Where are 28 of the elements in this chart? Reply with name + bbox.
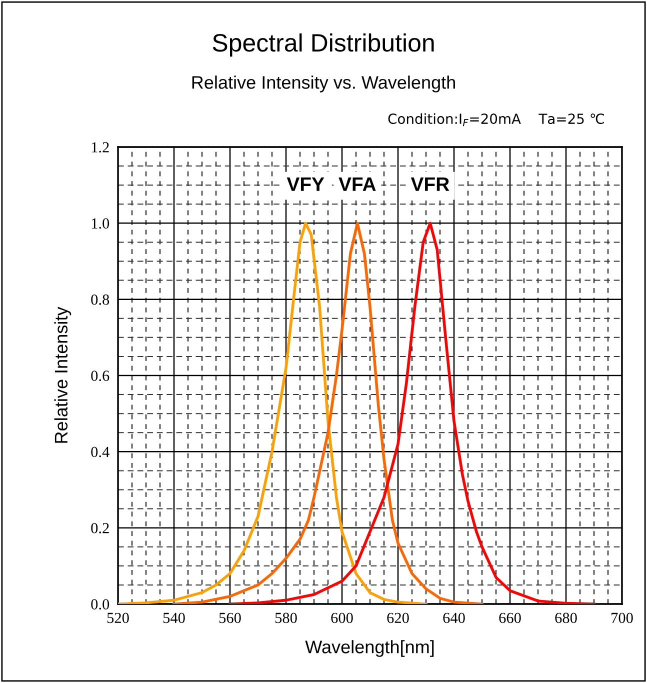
x-tick-label: 660 (499, 612, 521, 624)
x-tick-label: 640 (443, 612, 465, 624)
y-tick-label: 0.2 (91, 522, 109, 534)
y-tick-label: 0.0 (91, 599, 110, 610)
line-series (118, 222, 428, 604)
line-series (228, 222, 596, 604)
x-tick-label: 600 (331, 612, 353, 624)
y-tick-label: 0.8 (91, 294, 110, 305)
x-tick-label: 560 (219, 612, 241, 624)
x-tick-label: 700 (612, 612, 633, 624)
y-tick-label: 1.2 (92, 142, 109, 153)
y-tick-label: 0.4 (91, 446, 110, 458)
series-label: VFR (410, 177, 450, 191)
line-series (172, 222, 484, 604)
x-tick-label: 520 (107, 612, 129, 624)
y-tick-label: 0.6 (91, 370, 110, 382)
x-tick-label: 620 (387, 612, 409, 624)
text: Condition:I$_{F}$=20mA Ta=25 ℃ (388, 113, 604, 126)
chart-subtitle: Relative Intensity vs. Wavelength (192, 76, 455, 92)
chart-title: Spectral Distribution (212, 33, 434, 57)
series-label: VFA (338, 177, 376, 191)
x-axis-title: Wavelength[nm] (305, 640, 434, 657)
y-axis-title: Relative Intensity (54, 306, 72, 443)
x-tick-label: 580 (275, 612, 297, 624)
x-tick-label: 540 (163, 612, 185, 624)
y-tick-label: 1.0 (92, 218, 110, 229)
series-label: VFY (286, 177, 324, 191)
x-tick-label: 680 (555, 612, 577, 624)
